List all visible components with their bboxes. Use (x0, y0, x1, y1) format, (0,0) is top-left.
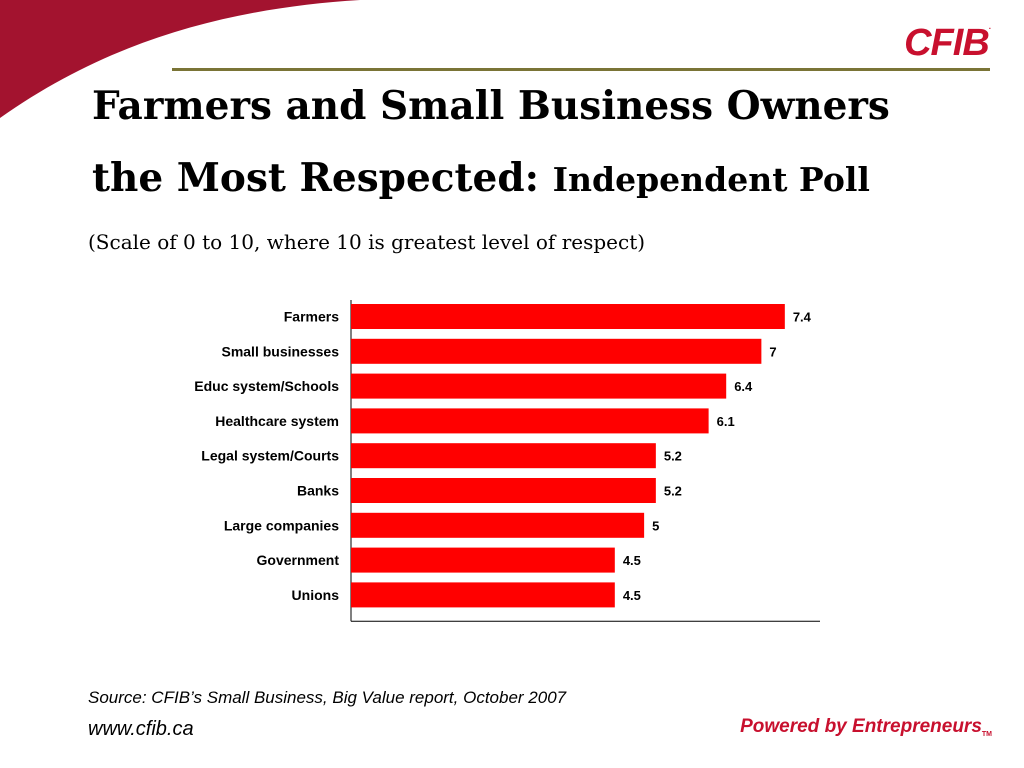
data-label: 7 (769, 344, 776, 359)
data-label: 5 (652, 518, 659, 533)
category-label: Banks (297, 483, 339, 499)
category-label: Legal system/Courts (201, 448, 339, 464)
title-line-2: the Most Respected: Independent Poll (92, 142, 992, 216)
category-label: Educ system/Schools (194, 378, 339, 394)
data-label: 5.2 (664, 484, 682, 499)
page-title: Farmers and Small Business Owners the Mo… (92, 70, 992, 216)
tagline: Powered by EntrepreneursTM (740, 716, 992, 738)
bar (351, 547, 615, 573)
category-label: Government (257, 552, 340, 568)
bar (351, 443, 656, 469)
scale-note: (Scale of 0 to 10, where 10 is greatest … (88, 230, 646, 254)
corner-swoosh (0, 0, 360, 118)
title-line-1: Farmers and Small Business Owners (92, 83, 890, 129)
bar (351, 478, 656, 503)
bar (351, 582, 615, 608)
data-label: 5.2 (664, 449, 682, 464)
source-note: Source: CFIB’s Small Business, Big Value… (88, 688, 567, 707)
cfib-logo: CFIB. (904, 22, 991, 65)
bar (351, 512, 645, 538)
bar (351, 304, 785, 329)
category-label: Large companies (224, 517, 339, 533)
bar (351, 373, 727, 399)
category-label: Unions (292, 587, 340, 603)
data-label: 4.5 (623, 588, 641, 603)
website-url: www.cfib.ca (88, 718, 194, 740)
title-rule (172, 68, 990, 71)
data-label: 6.4 (734, 379, 753, 394)
category-label: Small businesses (221, 343, 339, 359)
logo-text: CFIB (904, 22, 990, 64)
title-line-2-main: the Most Respected: (92, 155, 539, 201)
data-label: 7.4 (793, 310, 812, 325)
category-label: Healthcare system (215, 413, 339, 429)
tagline-text: Powered by Entrepreneurs (740, 716, 982, 737)
bar (351, 338, 762, 364)
bar (351, 408, 709, 434)
data-label: 4.5 (623, 553, 641, 568)
category-label: Farmers (284, 309, 339, 325)
tagline-mark: TM (981, 731, 992, 738)
data-label: 6.1 (717, 414, 735, 429)
title-line-2-sub: Independent Poll (552, 160, 870, 199)
